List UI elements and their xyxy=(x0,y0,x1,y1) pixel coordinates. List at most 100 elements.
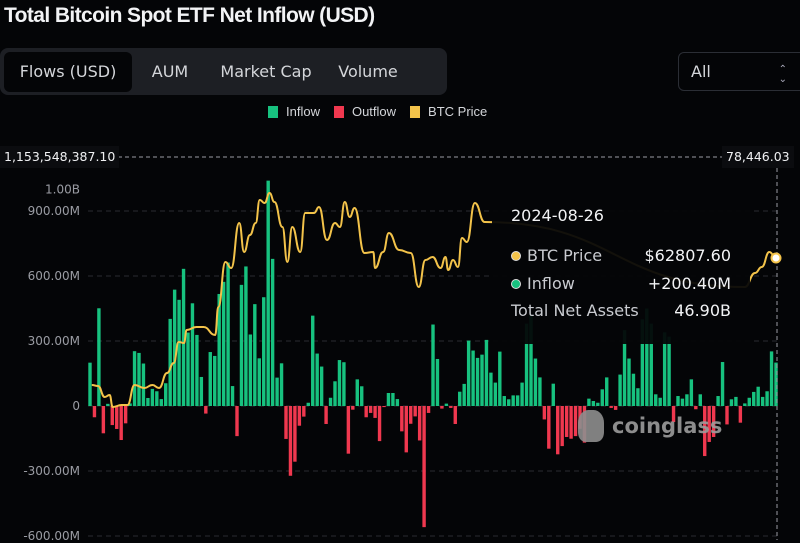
outflow-bar[interactable] xyxy=(417,406,422,441)
outflow-bar[interactable] xyxy=(297,406,302,426)
outflow-bar[interactable] xyxy=(400,406,404,432)
inflow-bar[interactable] xyxy=(213,355,217,406)
inflow-bar[interactable] xyxy=(507,399,511,406)
inflow-bar[interactable] xyxy=(760,396,765,406)
outflow-bar[interactable] xyxy=(364,406,368,418)
outflow-bar[interactable] xyxy=(547,406,551,449)
outflow-bar[interactable] xyxy=(413,406,417,417)
inflow-bar[interactable] xyxy=(489,372,493,406)
inflow-bar[interactable] xyxy=(743,403,747,406)
inflow-bar[interactable] xyxy=(752,391,756,406)
outflow-bar[interactable] xyxy=(573,406,578,437)
outflow-bar[interactable] xyxy=(119,406,123,441)
inflow-bar[interactable] xyxy=(221,281,226,406)
inflow-bar[interactable] xyxy=(596,402,600,406)
inflow-bar[interactable] xyxy=(319,366,324,406)
inflow-bar[interactable] xyxy=(328,397,333,406)
inflow-bar[interactable] xyxy=(622,330,627,406)
outflow-bar[interactable] xyxy=(725,406,729,425)
outflow-bar[interactable] xyxy=(235,406,239,437)
inflow-bar[interactable] xyxy=(355,379,359,406)
inflow-bar[interactable] xyxy=(511,395,515,406)
inflow-bar[interactable] xyxy=(386,392,391,406)
outflow-bar[interactable] xyxy=(284,406,288,439)
inflow-bar[interactable] xyxy=(698,394,702,406)
outflow-bar[interactable] xyxy=(409,406,413,424)
inflow-bar[interactable] xyxy=(248,334,253,406)
inflow-bar[interactable] xyxy=(244,266,248,406)
outflow-bar[interactable] xyxy=(302,406,306,417)
outflow-bar[interactable] xyxy=(707,406,711,442)
inflow-bar[interactable] xyxy=(676,396,680,406)
inflow-bar[interactable] xyxy=(658,397,662,406)
inflow-bar[interactable] xyxy=(253,304,257,406)
inflow-bar[interactable] xyxy=(257,358,261,406)
outflow-bar[interactable] xyxy=(738,406,743,423)
inflow-bar[interactable] xyxy=(720,362,725,406)
outflow-bar[interactable] xyxy=(288,406,293,476)
inflow-bar[interactable] xyxy=(649,323,653,406)
inflow-bar[interactable] xyxy=(645,308,649,406)
inflow-bar[interactable] xyxy=(591,401,596,406)
inflow-bar[interactable] xyxy=(765,391,769,406)
inflow-bar[interactable] xyxy=(226,262,230,406)
inflow-bar[interactable] xyxy=(529,314,533,406)
inflow-bar[interactable] xyxy=(435,358,440,406)
inflow-bar[interactable] xyxy=(391,392,395,406)
outflow-bar[interactable] xyxy=(671,406,676,423)
inflow-bar[interactable] xyxy=(769,351,774,406)
outflow-bar[interactable] xyxy=(123,406,128,424)
inflow-bar[interactable] xyxy=(458,391,462,406)
outflow-bar[interactable] xyxy=(293,406,297,462)
inflow-bar[interactable] xyxy=(337,360,342,406)
inflow-bar[interactable] xyxy=(747,397,751,406)
inflow-bar[interactable] xyxy=(128,403,132,406)
inflow-bar[interactable] xyxy=(230,386,235,406)
tab-flows[interactable]: Flows (USD) xyxy=(4,51,132,92)
inflow-bar[interactable] xyxy=(395,399,400,406)
inflow-bar[interactable] xyxy=(141,363,146,406)
inflow-bar[interactable] xyxy=(480,354,484,406)
inflow-bar[interactable] xyxy=(587,398,591,406)
outflow-bar[interactable] xyxy=(373,406,377,418)
inflow-bar[interactable] xyxy=(466,340,471,406)
inflow-bar[interactable] xyxy=(360,386,364,406)
outflow-bar[interactable] xyxy=(346,406,351,454)
outflow-bar[interactable] xyxy=(92,406,97,418)
inflow-bar[interactable] xyxy=(502,396,506,406)
inflow-bar[interactable] xyxy=(520,382,524,406)
inflow-bar[interactable] xyxy=(177,299,181,406)
inflow-bar[interactable] xyxy=(689,379,694,406)
inflow-bar[interactable] xyxy=(533,358,538,406)
outflow-bar[interactable] xyxy=(404,406,408,453)
outflow-bar[interactable] xyxy=(115,406,119,429)
inflow-bar[interactable] xyxy=(475,357,480,406)
inflow-bar[interactable] xyxy=(774,362,778,406)
inflow-bar[interactable] xyxy=(551,383,555,406)
inflow-bar[interactable] xyxy=(239,284,244,406)
inflow-bar[interactable] xyxy=(484,339,489,406)
range-select[interactable]: All ⌃ ⌄ xyxy=(678,52,800,91)
inflow-bar[interactable] xyxy=(631,373,636,406)
tab-market-cap[interactable]: Market Cap xyxy=(220,61,312,81)
outflow-bar[interactable] xyxy=(110,406,114,426)
inflow-bar[interactable] xyxy=(640,319,645,406)
inflow-bar[interactable] xyxy=(132,351,137,406)
inflow-bar[interactable] xyxy=(164,383,168,406)
tab-volume[interactable]: Volume xyxy=(338,61,398,81)
inflow-bar[interactable] xyxy=(627,358,631,406)
inflow-bar[interactable] xyxy=(181,268,186,406)
inflow-bar[interactable] xyxy=(208,352,212,406)
outflow-bar[interactable] xyxy=(204,406,208,414)
inflow-bar[interactable] xyxy=(168,318,172,406)
inflow-bar[interactable] xyxy=(306,402,310,406)
outflow-bar[interactable] xyxy=(609,406,613,408)
inflow-bar[interactable] xyxy=(106,403,110,406)
outflow-bar[interactable] xyxy=(422,406,426,528)
inflow-bar[interactable] xyxy=(662,332,667,406)
outflow-bar[interactable] xyxy=(556,406,560,455)
inflow-bar[interactable] xyxy=(172,289,177,406)
outflow-bar[interactable] xyxy=(613,406,618,410)
inflow-bar[interactable] xyxy=(315,353,319,406)
inflow-bar[interactable] xyxy=(333,381,337,406)
